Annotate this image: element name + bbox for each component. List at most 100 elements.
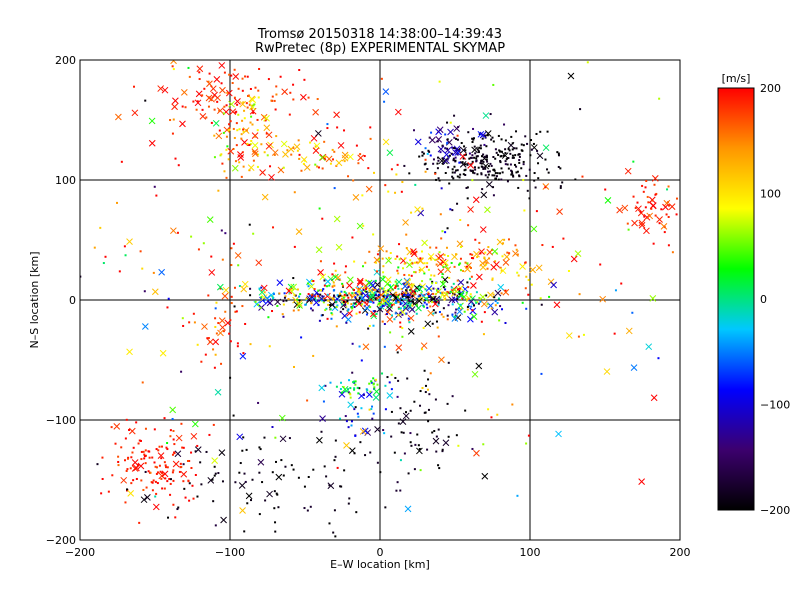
scatter-point-dot: [444, 288, 447, 291]
scatter-point-dot: [442, 286, 445, 289]
scatter-point-x: [421, 239, 428, 247]
scatter-point-dot: [439, 291, 442, 294]
scatter-point-x: [437, 145, 445, 153]
scatter-point-dot: [156, 482, 159, 485]
scatter-point-dot: [432, 309, 435, 312]
scatter-point-dot: [323, 465, 326, 468]
scatter-point-x: [324, 292, 331, 300]
scatter-point-dot: [314, 295, 317, 298]
scatter-point-dot: [395, 173, 398, 176]
scatter-point-dot: [383, 432, 386, 435]
scatter-point-dot: [667, 185, 670, 188]
scatter-point-dot: [104, 255, 107, 258]
scatter-point-dot: [458, 287, 461, 290]
scatter-point-x: [482, 112, 490, 119]
scatter-point-dot: [235, 310, 238, 313]
scatter-point-dot: [240, 137, 243, 140]
scatter-point-dot: [224, 310, 227, 313]
scatter-point-x: [352, 194, 360, 201]
scatter-point-dot: [329, 304, 332, 307]
scatter-point-dot: [102, 262, 105, 265]
scatter-point-x: [519, 263, 526, 270]
scatter-point-dot: [213, 156, 216, 159]
scatter-point-dot: [140, 450, 143, 453]
scatter-point-dot: [353, 381, 356, 384]
scatter-point-x: [475, 362, 483, 370]
scatter-point-x: [442, 439, 450, 447]
scatter-point-dot: [217, 472, 220, 475]
scatter-point-dot: [242, 352, 245, 355]
scatter-point-dot: [372, 324, 375, 327]
scatter-point-dot: [205, 116, 208, 119]
scatter-point-dot: [496, 413, 499, 416]
scatter-point-x: [190, 432, 198, 440]
scatter-point-dot: [647, 201, 650, 204]
scatter-point-x: [303, 164, 311, 171]
scatter-point-dot: [474, 238, 477, 241]
scatter-point-dot: [431, 282, 434, 285]
scatter-point-dot: [509, 163, 512, 166]
scatter-point-dot: [403, 257, 406, 260]
scatter-point-dot: [508, 252, 511, 255]
scatter-point-dot: [502, 242, 505, 245]
scatter-point-x: [140, 496, 148, 504]
scatter-point-dot: [454, 156, 457, 159]
scatter-point-dot: [418, 269, 421, 272]
scatter-point-x: [649, 295, 657, 302]
scatter-point-dot: [180, 370, 183, 373]
scatter-point-dot: [432, 158, 435, 161]
scatter-point-dot: [485, 158, 488, 161]
scatter-point-dot: [181, 317, 184, 320]
scatter-point-dot: [653, 183, 656, 186]
scatter-point-dot: [518, 175, 521, 178]
scatter-point-dot: [280, 459, 283, 462]
scatter-point-dot: [654, 214, 657, 217]
scatter-point-dot: [299, 293, 302, 296]
scatter-point-dot: [249, 287, 252, 290]
scatter-point-dot: [114, 442, 117, 445]
scatter-point-dot: [264, 119, 267, 122]
scatter-point-dot: [494, 157, 497, 160]
scatter-point-dot: [397, 295, 400, 298]
scatter-point-dot: [142, 488, 145, 491]
scatter-point-dot: [500, 138, 503, 141]
scatter-point-dot: [133, 85, 136, 88]
scatter-point-dot: [317, 289, 320, 292]
scatter-point-dot: [172, 479, 175, 482]
scatter-point-dot: [375, 270, 378, 273]
scatter-point-dot: [257, 89, 260, 92]
scatter-point-dot: [326, 123, 329, 126]
scatter-point-x: [334, 274, 342, 281]
scatter-point-dot: [407, 285, 410, 288]
scatter-point-dot: [424, 147, 427, 150]
scatter-point-dot: [446, 292, 449, 295]
scatter-point-dot: [214, 472, 217, 475]
scatter-point-dot: [314, 163, 317, 166]
scatter-point-dot: [366, 389, 369, 392]
scatter-point-x: [148, 117, 156, 125]
scatter-point-dot: [275, 85, 278, 88]
scatter-point-dot: [431, 296, 434, 299]
scatter-point-x: [219, 86, 226, 94]
scatter-point-dot: [124, 437, 127, 440]
scatter-point-dot: [485, 262, 488, 265]
scatter-point-dot: [450, 261, 453, 264]
scatter-point-dot: [409, 409, 412, 412]
scatter-point-dot: [438, 296, 441, 299]
scatter-point-x: [346, 282, 353, 289]
scatter-point-dot: [525, 307, 528, 310]
scatter-point-dot: [300, 169, 303, 172]
scatter-point-x: [238, 482, 246, 489]
scatter-point-dot: [441, 157, 444, 160]
scatter-point-dot: [194, 450, 197, 453]
scatter-point-dot: [334, 269, 337, 272]
scatter-point-dot: [296, 288, 299, 291]
scatter-point-dot: [510, 170, 513, 173]
scatter-point-dot: [351, 342, 354, 345]
scatter-point-dot: [471, 141, 474, 144]
scatter-point-dot: [375, 297, 378, 300]
scatter-point-dot: [530, 283, 533, 286]
scatter-point-x: [223, 126, 231, 134]
scatter-point-dot: [425, 298, 428, 301]
scatter-point-x: [368, 291, 376, 299]
